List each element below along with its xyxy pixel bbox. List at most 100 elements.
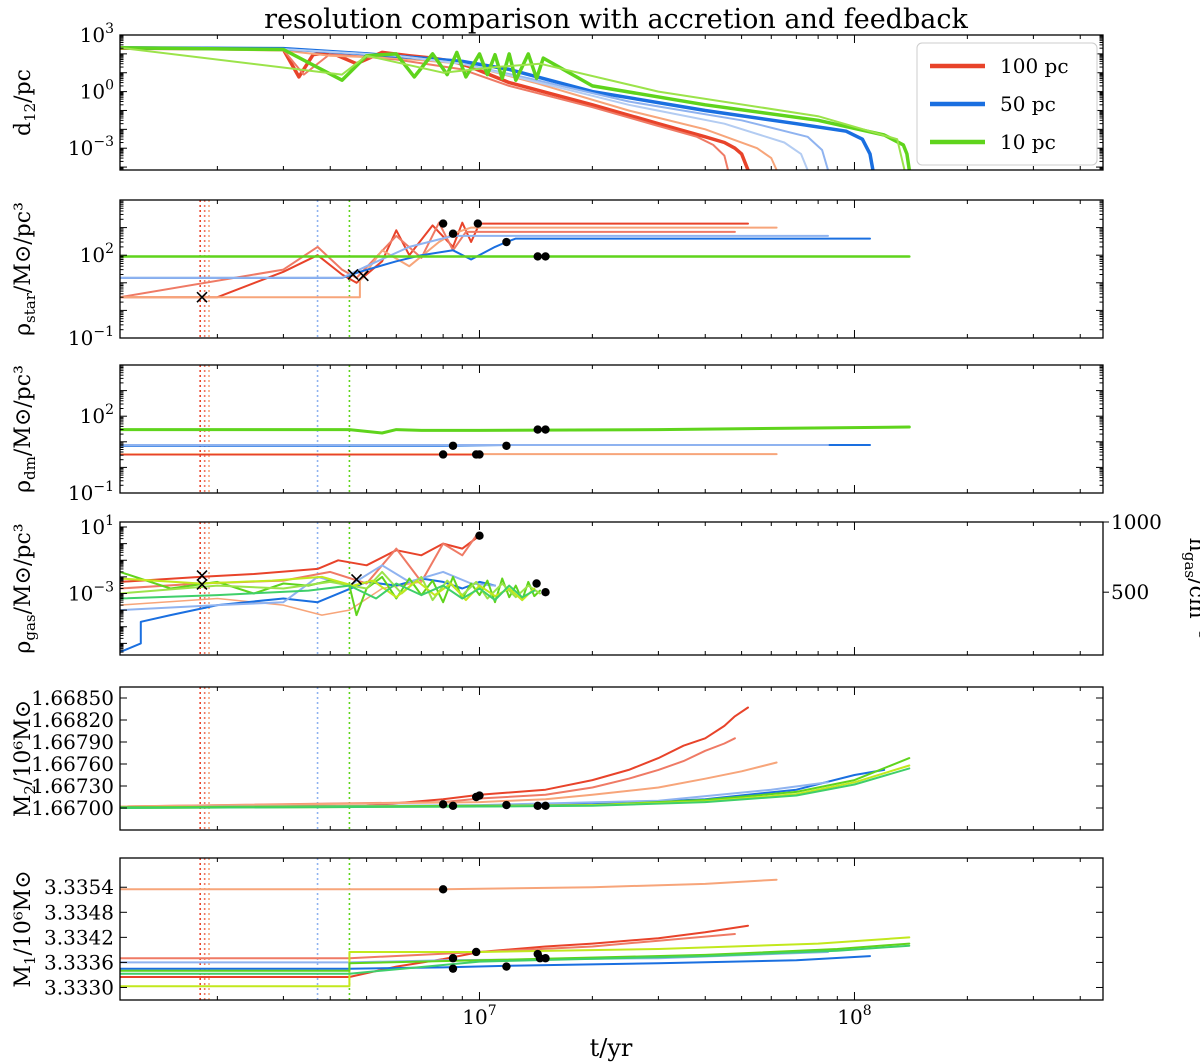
y-axis-label-tail: /M⊙/pc³	[11, 202, 36, 293]
dot-marker	[541, 252, 550, 261]
y-tick-label: 1.66760	[31, 752, 114, 776]
series-line	[120, 47, 729, 170]
legend-entry: 100 pc	[930, 54, 1069, 78]
dot-marker	[502, 441, 511, 450]
dot-marker	[533, 801, 542, 810]
plot-area	[120, 365, 911, 493]
right-y-tick-label: 1000	[1111, 510, 1162, 534]
dot-marker	[502, 237, 511, 247]
y-tick-label: 1.66790	[31, 730, 114, 754]
y-tick-label: 3.3342	[44, 925, 114, 949]
x-tick-exp: 8	[863, 1003, 872, 1019]
y-axis-label: d12/pc	[11, 69, 39, 136]
y-axis-label-sub: star	[21, 292, 39, 323]
plot-area	[120, 522, 550, 655]
x-marker-stroke	[357, 270, 369, 282]
y-tick-base: 10	[68, 136, 93, 160]
panel-frame	[119, 364, 1104, 494]
dot-marker	[541, 425, 550, 434]
y-tick-value: 1.66730	[31, 774, 114, 798]
y-tick-exp: −3	[93, 134, 114, 150]
series-line	[120, 761, 778, 808]
y-axis-label: ρstar/M⊙/pc³	[11, 202, 39, 336]
panel-dm-density: 102 10−1 ρdm/M⊙/pc³	[11, 364, 1104, 505]
x-tick-label: 108	[837, 1003, 871, 1029]
series-line	[120, 933, 736, 960]
x-marker	[196, 291, 208, 303]
y-tick-label: 1.66700	[31, 796, 114, 820]
y-tick-label: 10−3	[68, 580, 114, 606]
panel-frame	[119, 34, 1104, 171]
y-axis-label-sub: 1	[21, 956, 39, 966]
dot-marker	[448, 954, 458, 963]
y-tick-value: 1.66850	[31, 686, 114, 710]
y-tick-label: 1.66730	[31, 774, 114, 798]
series-line	[120, 944, 911, 975]
y-axis-label-tail: /pc	[11, 69, 36, 103]
series-line	[120, 221, 736, 299]
dot-marker	[448, 441, 458, 450]
y-tick-value: 1.66760	[31, 752, 114, 776]
right-y-tick-value: 500	[1111, 580, 1149, 604]
right-y-tick-value: 1000	[1111, 510, 1162, 534]
dot-marker	[541, 801, 550, 810]
y-tick-value: 1.66820	[31, 708, 114, 732]
dot-marker	[475, 450, 484, 459]
panels: 10310010−3d12/pc10210−1ρstar/M⊙/pc³10210…	[11, 21, 1200, 1029]
plot-area	[120, 687, 911, 830]
right-y-tick-label: 500	[1111, 580, 1149, 604]
right-axis-label-sub: gas	[1181, 552, 1199, 578]
y-axis-label: ρdm/M⊙/pc³	[11, 365, 39, 493]
legend-entry: 10 pc	[930, 130, 1056, 154]
chart-title: resolution comparison with accretion and…	[264, 4, 968, 35]
series-line	[120, 582, 536, 602]
series-line	[120, 878, 778, 891]
y-tick-label: 102	[80, 402, 114, 428]
y-axis-label: M2/10⁶M⊙	[11, 700, 39, 817]
x-axis-label: t/yr	[590, 1034, 633, 1062]
y-axis-label: M1/10⁶M⊙	[11, 870, 39, 987]
dot-marker	[475, 531, 484, 540]
dot-marker	[438, 219, 448, 228]
x-marker-stroke	[196, 291, 208, 303]
right-axis-label: ngas/cm−3	[1181, 538, 1200, 640]
y-tick-label: 101	[80, 513, 114, 539]
y-tick-base: 10	[80, 404, 105, 428]
x-marker	[350, 573, 363, 586]
y-axis-label-main: M	[11, 965, 36, 988]
dot-marker	[475, 791, 484, 800]
dot-marker	[448, 801, 458, 810]
x-marker	[196, 569, 208, 582]
dot-marker	[473, 219, 483, 228]
y-axis-label-tail: /10⁶M⊙	[11, 870, 36, 955]
series-line	[120, 564, 496, 612]
y-tick-base: 10	[80, 80, 105, 104]
y-tick-label: 3.3354	[44, 875, 114, 899]
y-axis-label-sub: 2	[21, 785, 39, 795]
y-tick-label: 3.3336	[44, 950, 114, 974]
y-tick-value: 1.66790	[31, 730, 114, 754]
y-axis-label-main: d	[11, 122, 36, 136]
dot-marker	[541, 587, 550, 597]
panel-m1: 107 1083.33303.33363.33423.33483.3354M1/1…	[11, 857, 1104, 1029]
y-axis-label-main: M	[11, 795, 36, 818]
series-line	[120, 47, 809, 170]
y-axis-label-sub: dm	[21, 456, 39, 480]
legend-label: 50 pc	[1000, 92, 1056, 116]
series-line	[120, 706, 749, 808]
x-marker-stroke	[196, 578, 208, 591]
x-tick-exp: 7	[488, 1003, 497, 1019]
series-line	[120, 942, 911, 972]
series-line	[120, 425, 911, 435]
x-marker-stroke	[350, 573, 363, 586]
right-axis-label-tail: /cm	[1184, 578, 1200, 619]
y-tick-label: 10−1	[68, 479, 114, 505]
y-tick-exp: −1	[93, 324, 114, 340]
y-tick-label: 3.3330	[44, 975, 114, 999]
y-axis-label-main: ρ	[11, 480, 36, 493]
y-axis-label-sub: gas	[21, 614, 39, 640]
y-tick-exp: 2	[105, 241, 114, 257]
series-line	[120, 767, 911, 809]
y-tick-value: 3.3336	[44, 950, 114, 974]
